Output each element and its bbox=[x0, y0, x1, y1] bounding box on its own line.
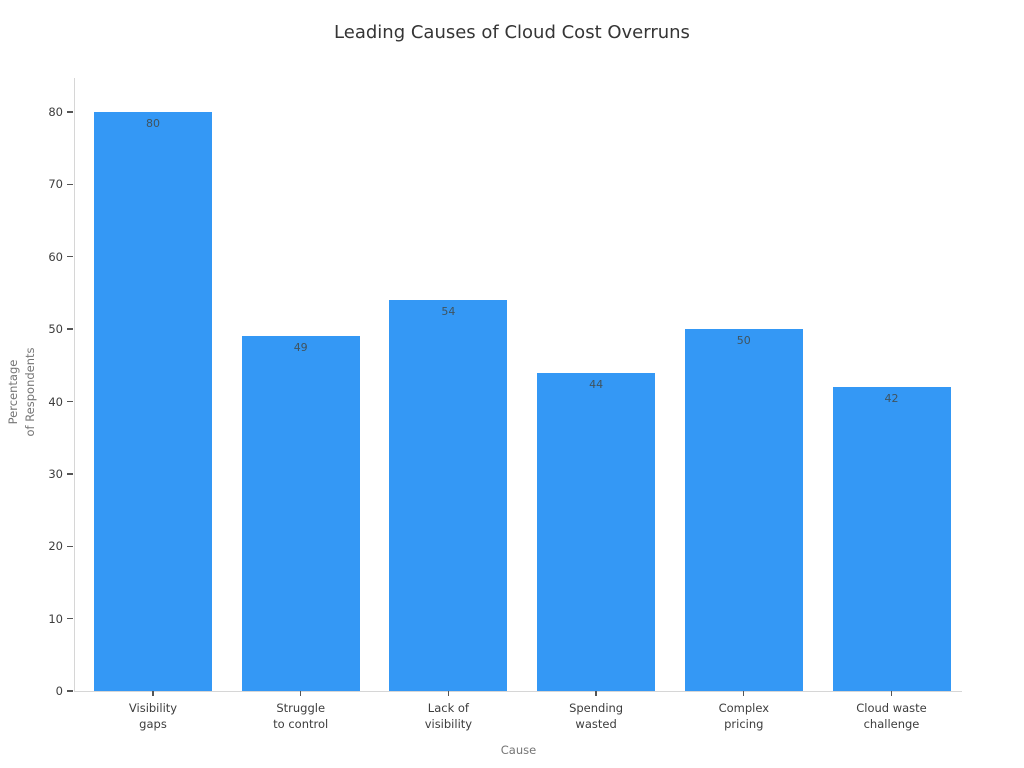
y-tick-label: 20 bbox=[48, 539, 63, 554]
bar-value-label: 44 bbox=[589, 377, 604, 391]
y-tick-label: 0 bbox=[55, 684, 63, 698]
bar bbox=[389, 300, 508, 691]
y-tick-label: 60 bbox=[48, 249, 63, 264]
y-tick-label: 50 bbox=[48, 322, 63, 337]
y-axis-label: Percentage of Respondents bbox=[6, 347, 37, 437]
y-tick-mark bbox=[67, 400, 73, 403]
bar bbox=[832, 387, 951, 691]
x-tick-mark bbox=[152, 691, 154, 696]
bar bbox=[94, 112, 212, 691]
y-tick-mark bbox=[67, 111, 73, 113]
bar bbox=[241, 336, 360, 691]
y-axis-line bbox=[74, 78, 75, 691]
y-tick-label: 30 bbox=[48, 466, 63, 481]
y-tick-mark bbox=[67, 256, 73, 258]
bar-value-label: 42 bbox=[884, 392, 899, 406]
y-tick-label: 40 bbox=[48, 394, 63, 409]
y-tick-mark bbox=[67, 690, 73, 692]
x-tick-mark bbox=[743, 691, 745, 696]
chart-title: Leading Causes of Cloud Cost Overruns bbox=[334, 22, 690, 43]
y-tick-mark bbox=[67, 183, 73, 186]
y-tick-mark bbox=[67, 617, 73, 620]
y-tick-mark bbox=[67, 473, 73, 475]
bar-value-label: 80 bbox=[146, 117, 160, 130]
bar-value-label: 50 bbox=[736, 334, 751, 348]
x-tick-mark bbox=[447, 691, 450, 696]
y-tick-mark bbox=[67, 328, 73, 330]
y-tick-label: 70 bbox=[48, 177, 63, 192]
x-tick-label: Lack of visibility bbox=[424, 701, 473, 731]
y-tick-label: 10 bbox=[48, 611, 63, 626]
bar bbox=[684, 329, 803, 691]
x-tick-label: Cloud waste challenge bbox=[856, 701, 927, 731]
x-tick-mark bbox=[595, 691, 597, 696]
bar bbox=[537, 372, 656, 691]
y-tick-label: 80 bbox=[48, 105, 63, 119]
bar-value-label: 54 bbox=[441, 305, 456, 319]
x-tick-label: Complex pricing bbox=[718, 701, 770, 731]
x-tick-label: Struggle to control bbox=[273, 701, 329, 731]
x-axis-line bbox=[74, 691, 962, 692]
y-tick-mark bbox=[67, 545, 73, 547]
x-tick-label: Visibility gaps bbox=[128, 701, 178, 731]
bar-value-label: 49 bbox=[293, 341, 308, 355]
x-axis-label: Cause bbox=[500, 743, 537, 757]
x-tick-label: Spending wasted bbox=[569, 701, 624, 731]
x-tick-mark bbox=[890, 691, 893, 696]
x-tick-mark bbox=[300, 691, 302, 696]
